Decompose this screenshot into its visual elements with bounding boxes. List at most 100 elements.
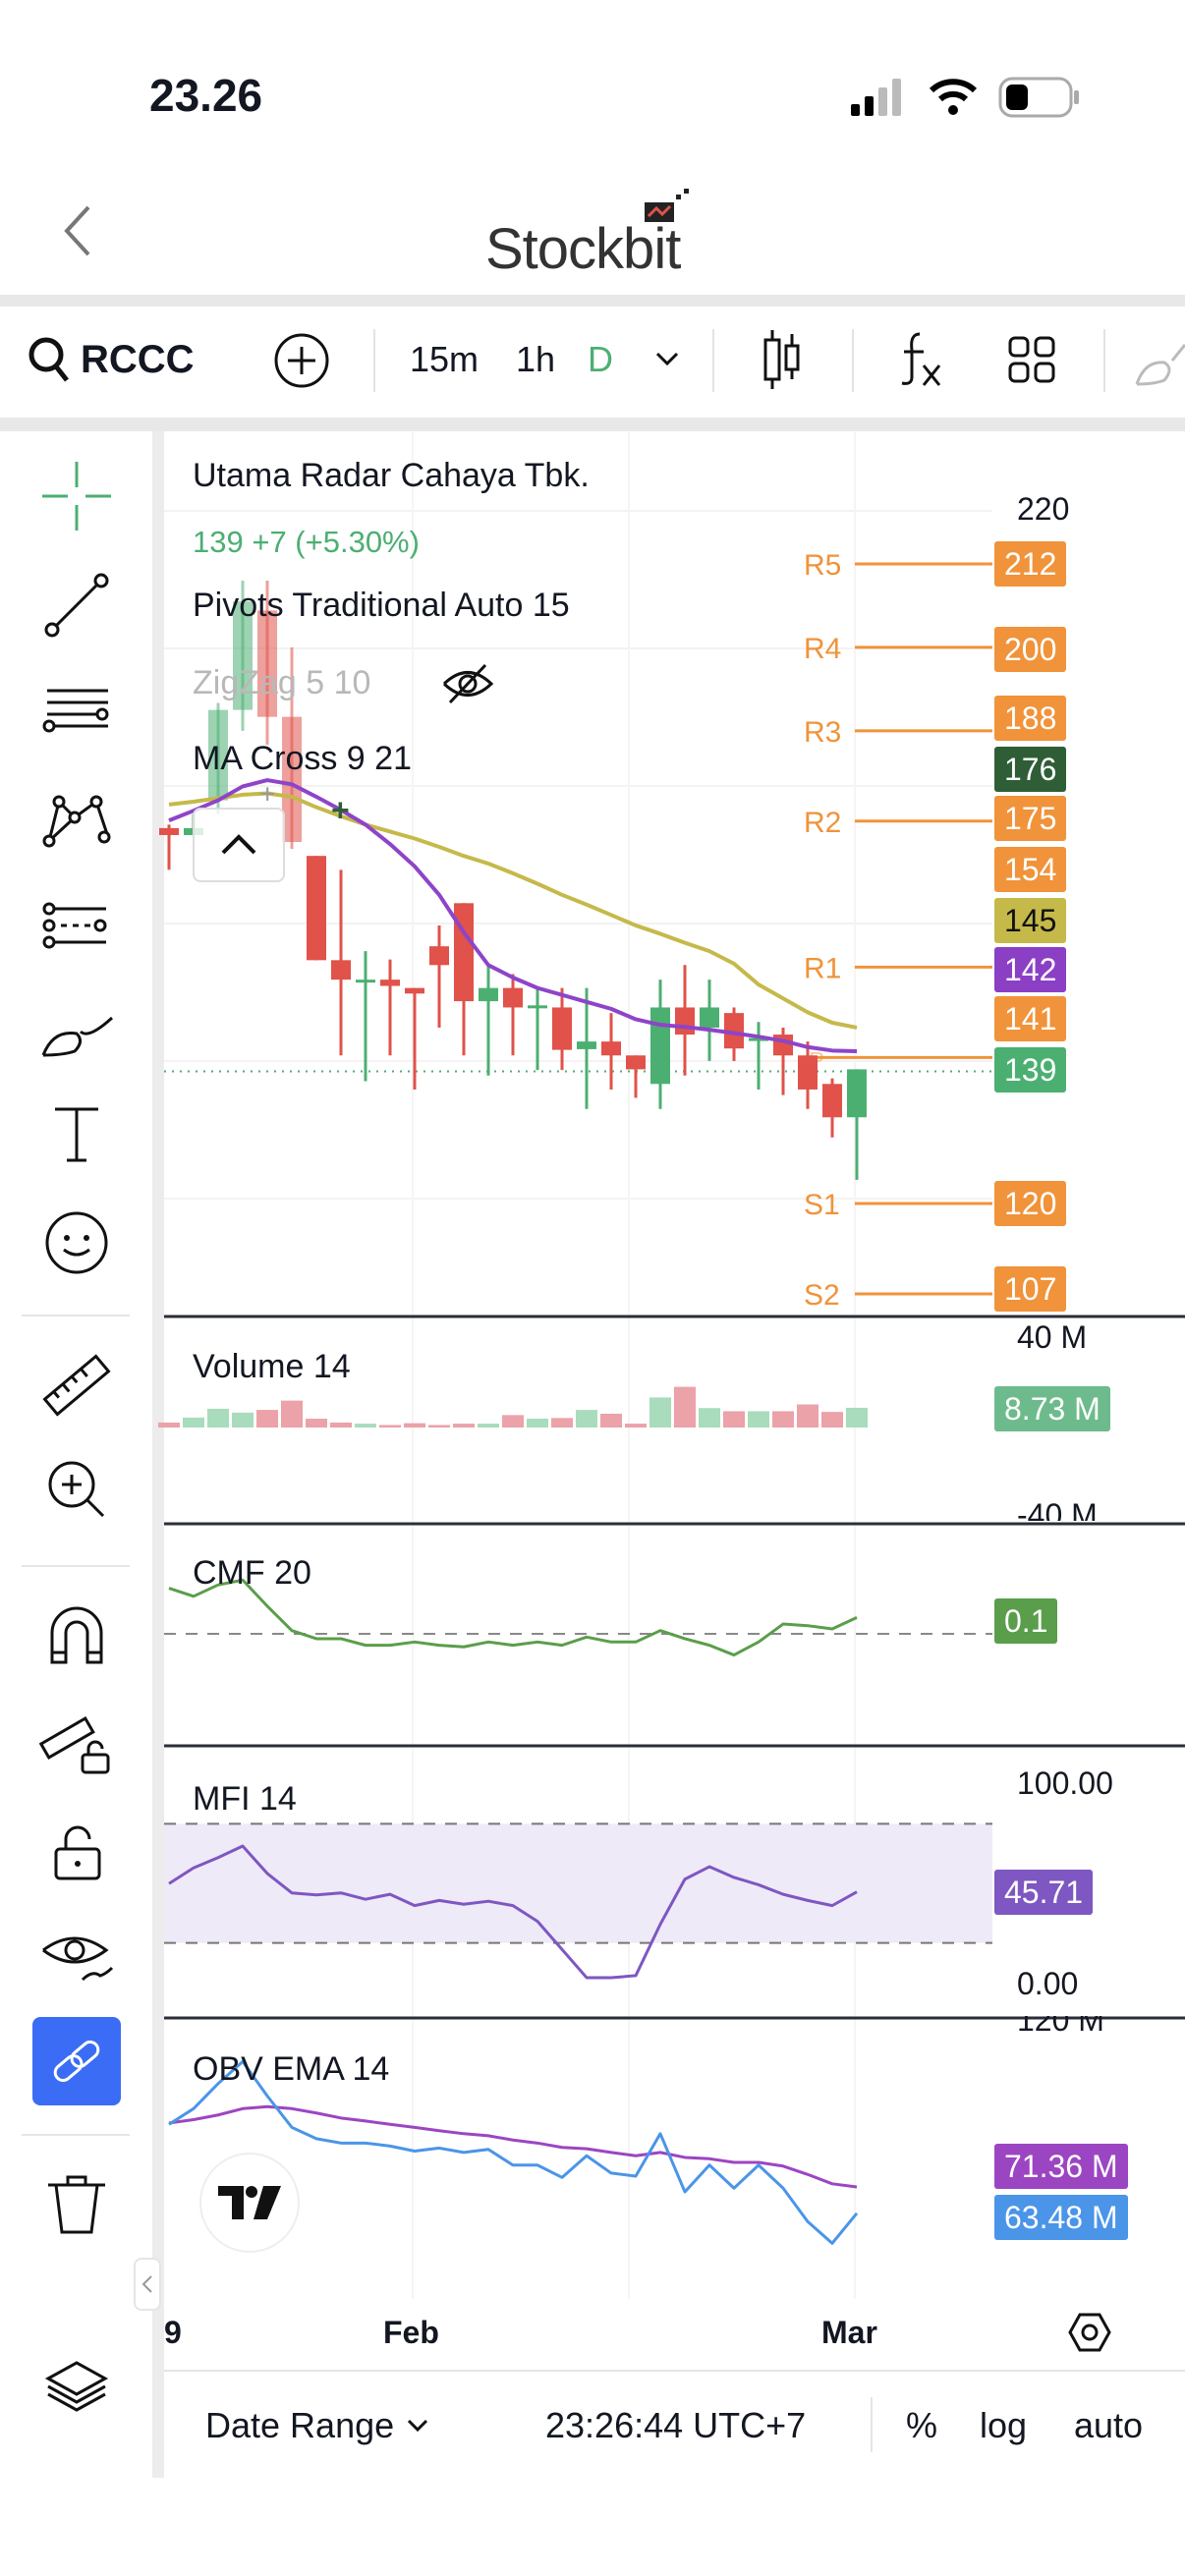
link-icon [53, 2040, 100, 2083]
crosshair-icon[interactable] [39, 459, 114, 533]
interval-dropdown-chevron-icon[interactable] [654, 349, 680, 373]
auto-scale-toggle[interactable]: auto [1074, 2405, 1144, 2445]
volume-bar [674, 1386, 696, 1428]
unlock-icon[interactable] [39, 1815, 114, 1889]
mfi-line [168, 1844, 858, 1980]
back-button[interactable] [59, 201, 98, 265]
volume-bar [379, 1425, 401, 1428]
symbol-search[interactable]: RCCC [28, 332, 195, 387]
candle-body [601, 1041, 621, 1056]
compare-add-button[interactable] [273, 332, 330, 394]
volume-bar [723, 1411, 745, 1428]
obv-title[interactable]: OBV EMA 14 [193, 2050, 390, 2088]
drawing-toolbar [0, 431, 152, 2478]
collapse-sidebar-button[interactable] [134, 2258, 161, 2311]
volume-bar [256, 1410, 278, 1428]
price-axis-label: 142 [994, 947, 1067, 992]
candle-body [331, 960, 351, 980]
trend-line-icon[interactable] [39, 568, 114, 643]
indicator-ma-cross[interactable]: MA Cross 9 21 [193, 740, 412, 777]
interval-1h[interactable]: 1h [516, 339, 556, 379]
price-axis-label: 188 [994, 696, 1067, 741]
pivot-label-r5: R5 [804, 549, 841, 582]
volume-bar [207, 1408, 229, 1428]
clock-timezone[interactable]: 23:26:44 UTC+7 [545, 2405, 807, 2445]
obv-ema-value-label: 71.36 M [994, 2144, 1128, 2189]
volume-axis-bottom: -40 M [1017, 1497, 1098, 1521]
interval-d[interactable]: D [588, 339, 613, 379]
volume-bar [428, 1425, 450, 1428]
emoji-icon[interactable] [39, 1205, 114, 1280]
price-axis-label: 145 [994, 898, 1067, 943]
candle-body [577, 1041, 596, 1049]
layout-grid-icon[interactable] [1008, 336, 1057, 390]
signal-icon [851, 79, 906, 121]
divider [871, 2397, 873, 2452]
interval-15m[interactable]: 15m [410, 339, 480, 379]
ma-cross-marker: + [259, 779, 275, 810]
mfi-title[interactable]: MFI 14 [193, 1780, 297, 1818]
log-scale-toggle[interactable]: log [980, 2405, 1028, 2445]
brush-icon[interactable] [39, 993, 114, 1068]
cmf-value-label: 0.1 [994, 1598, 1058, 1644]
mfi-band [164, 1823, 992, 1943]
lock-drawings-icon[interactable] [39, 1705, 114, 1779]
date-range-dropdown[interactable]: Date Range [205, 2405, 429, 2446]
sync-link-button[interactable] [32, 2017, 121, 2105]
battery-icon [998, 77, 1081, 123]
eye-slash-icon[interactable] [440, 661, 495, 711]
candle-body [528, 1005, 547, 1009]
text-tool-icon[interactable] [39, 1096, 114, 1171]
sidebar-gutter [152, 431, 164, 2478]
time-label: Feb [383, 2315, 439, 2350]
candle-body [208, 709, 228, 801]
volume-bar [306, 1419, 327, 1428]
pivot-label-s1: S1 [804, 1189, 840, 1221]
ma9-line [168, 778, 858, 1054]
zoom-in-icon[interactable] [39, 1452, 114, 1527]
fib-retracement-icon[interactable] [39, 888, 114, 963]
volume-bar [232, 1412, 254, 1428]
chevron-up-icon [221, 834, 256, 855]
price-axis-label: 141 [994, 996, 1067, 1041]
wifi-icon [928, 77, 979, 121]
candle-type-icon[interactable] [761, 328, 804, 396]
mfi-value-label: 45.71 [994, 1870, 1094, 1915]
candle-body [307, 856, 326, 961]
candle-body [257, 610, 277, 717]
obv-line [168, 2059, 859, 2245]
ruler-icon[interactable] [39, 1348, 114, 1423]
divider [0, 295, 1185, 307]
stockbit-logo: Stockbit [485, 187, 702, 281]
collapse-legend-button[interactable] [193, 808, 285, 882]
divider [712, 329, 714, 392]
percent-scale-toggle[interactable]: % [906, 2405, 938, 2445]
layers-icon[interactable] [39, 2346, 114, 2421]
volume-bar [797, 1404, 818, 1428]
pattern-icon[interactable] [39, 779, 114, 854]
cmf-line [168, 1578, 858, 1657]
tradingview-logo[interactable] [199, 2153, 300, 2253]
pivot-label-r4: R4 [804, 633, 841, 665]
trash-icon[interactable] [39, 2168, 114, 2243]
mfi-axis-bottom: 0.00 [1017, 1966, 1079, 2001]
volume-bar [748, 1411, 769, 1428]
volume-bar [846, 1407, 868, 1428]
chart-settings-icon[interactable] [1068, 2311, 1111, 2359]
hide-drawings-eye-icon[interactable] [39, 1916, 114, 1990]
indicators-fx-icon[interactable] [896, 330, 945, 394]
divider [1103, 329, 1105, 392]
symbol-label: RCCC [81, 337, 195, 381]
indicator-pivots[interactable]: Pivots Traditional Auto 15 [193, 587, 570, 624]
indicator-zigzag[interactable]: ZigZag 5 10 [193, 664, 371, 701]
magnet-icon[interactable] [39, 1598, 114, 1673]
volume-bar [330, 1422, 352, 1428]
candle-body [847, 1069, 867, 1118]
drawing-brush-icon[interactable] [1135, 339, 1185, 393]
volume-title[interactable]: Volume 14 [193, 1348, 351, 1385]
horizontal-lines-icon[interactable] [39, 674, 114, 749]
cmf-title[interactable]: CMF 20 [193, 1554, 311, 1592]
divider [22, 2134, 130, 2136]
volume-bar [355, 1424, 376, 1428]
